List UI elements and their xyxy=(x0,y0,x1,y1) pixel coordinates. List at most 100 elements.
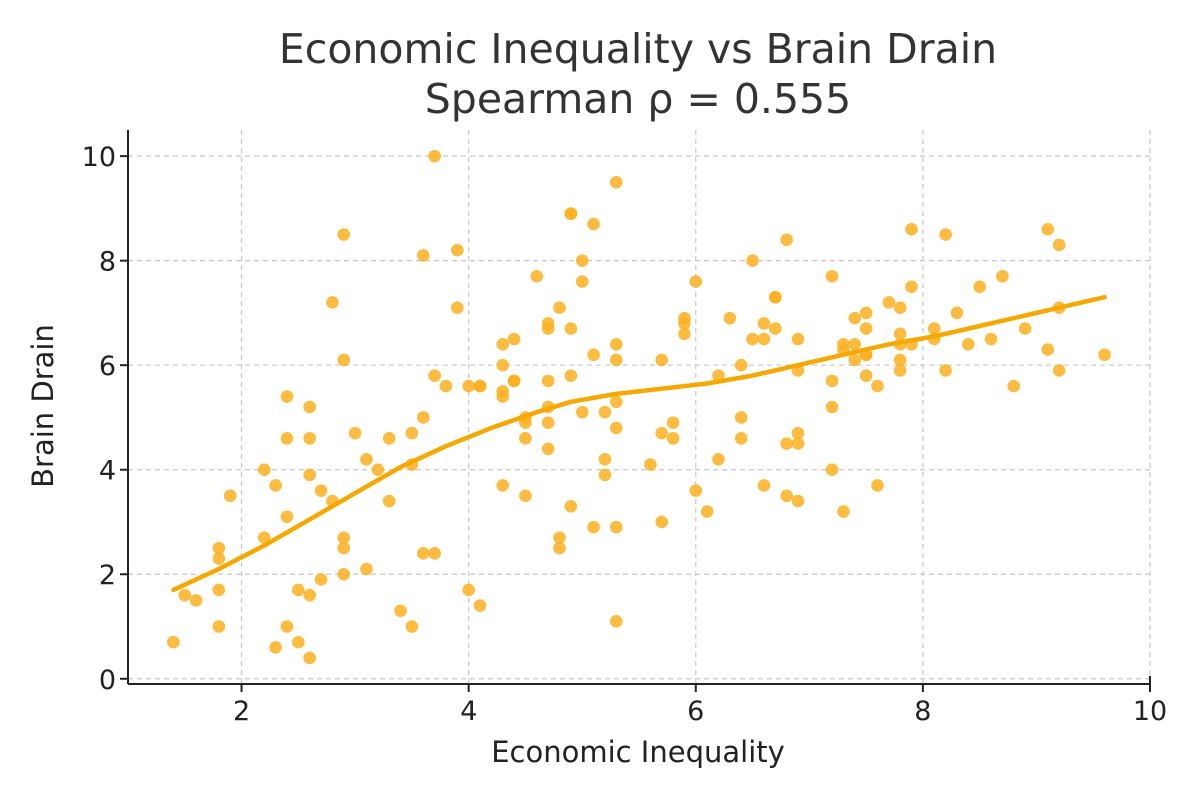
data-point xyxy=(167,635,180,649)
data-point xyxy=(791,332,805,346)
data-point xyxy=(609,395,623,409)
data-point xyxy=(587,348,600,362)
x-tick-label: 8 xyxy=(914,696,931,727)
data-point xyxy=(609,337,623,351)
data-point xyxy=(496,479,510,492)
data-point xyxy=(314,573,328,586)
data-point xyxy=(1018,322,1032,335)
data-point xyxy=(780,489,793,503)
data-point xyxy=(1041,223,1055,236)
data-point xyxy=(519,489,532,503)
data-point xyxy=(382,432,396,445)
data-point xyxy=(371,463,385,477)
data-point xyxy=(871,479,884,492)
trend-line xyxy=(171,294,1107,593)
data-point xyxy=(734,358,748,372)
data-point xyxy=(416,249,430,262)
data-point xyxy=(337,353,351,367)
data-point xyxy=(451,301,464,314)
data-point xyxy=(905,223,918,236)
data-point xyxy=(689,275,703,288)
data-point xyxy=(609,175,623,189)
axes xyxy=(120,130,1151,692)
y-axis-label: Brain Drain xyxy=(26,324,60,488)
data-point xyxy=(416,547,430,560)
data-point xyxy=(700,505,714,518)
data-point xyxy=(541,442,555,456)
data-point xyxy=(360,452,373,466)
data-point xyxy=(496,358,510,372)
data-point xyxy=(428,369,441,382)
data-point xyxy=(666,416,680,429)
x-tick-label: 10 xyxy=(1133,696,1167,727)
data-point xyxy=(609,353,623,367)
data-point xyxy=(655,515,669,529)
data-point xyxy=(655,426,669,440)
data-point xyxy=(348,426,362,440)
data-point xyxy=(609,520,623,534)
data-point xyxy=(541,416,555,429)
data-point xyxy=(984,332,998,346)
data-point xyxy=(859,306,873,320)
data-point xyxy=(734,411,748,424)
data-point xyxy=(575,405,589,419)
data-point xyxy=(405,426,419,440)
data-point xyxy=(303,468,316,482)
x-tick-label: 2 xyxy=(233,696,250,727)
data-point xyxy=(598,405,612,419)
data-point xyxy=(360,562,373,576)
data-point xyxy=(553,541,566,555)
data-point xyxy=(507,374,521,388)
data-point xyxy=(337,567,351,581)
data-point xyxy=(178,588,192,602)
data-point xyxy=(189,594,203,607)
data-point xyxy=(326,296,339,309)
tick-labels: 2 4 6 8 10 0 2 4 6 8 10 xyxy=(82,142,1168,727)
data-point xyxy=(507,332,521,346)
data-point xyxy=(462,583,475,597)
data-point xyxy=(337,541,351,555)
data-point xyxy=(541,374,555,388)
data-point xyxy=(1098,348,1111,362)
data-point xyxy=(609,421,623,435)
y-tick-label: 2 xyxy=(99,560,116,591)
data-point xyxy=(280,620,294,633)
data-point xyxy=(678,327,691,341)
data-point xyxy=(530,270,544,283)
data-point xyxy=(269,479,282,492)
y-tick-label: 4 xyxy=(99,456,116,487)
data-point xyxy=(280,510,294,524)
data-point xyxy=(1052,364,1066,377)
data-point xyxy=(825,270,839,283)
data-point xyxy=(848,337,862,351)
data-point xyxy=(1052,238,1066,252)
data-point xyxy=(859,322,873,335)
data-point xyxy=(280,432,294,445)
data-point xyxy=(212,583,226,597)
data-point xyxy=(292,635,305,649)
data-point xyxy=(950,306,964,320)
y-tick-label: 6 xyxy=(99,351,116,382)
data-point xyxy=(746,254,759,267)
data-point xyxy=(564,500,578,513)
data-point xyxy=(871,379,884,393)
data-point xyxy=(689,484,703,497)
data-point xyxy=(644,458,657,471)
data-point xyxy=(292,583,305,597)
data-point xyxy=(587,217,600,231)
data-point xyxy=(791,426,805,440)
trend-line-group xyxy=(171,294,1107,593)
data-point xyxy=(893,327,907,341)
data-point xyxy=(791,437,805,450)
data-point xyxy=(791,494,805,508)
data-point xyxy=(768,322,782,335)
data-point xyxy=(496,337,510,351)
data-point xyxy=(848,311,862,325)
data-point xyxy=(553,531,566,544)
chart-subtitle: Spearman ρ = 0.555 xyxy=(425,75,851,123)
data-point xyxy=(768,290,782,304)
data-point xyxy=(257,463,271,477)
data-point xyxy=(416,411,430,424)
data-point xyxy=(212,620,226,633)
data-point xyxy=(893,364,907,377)
